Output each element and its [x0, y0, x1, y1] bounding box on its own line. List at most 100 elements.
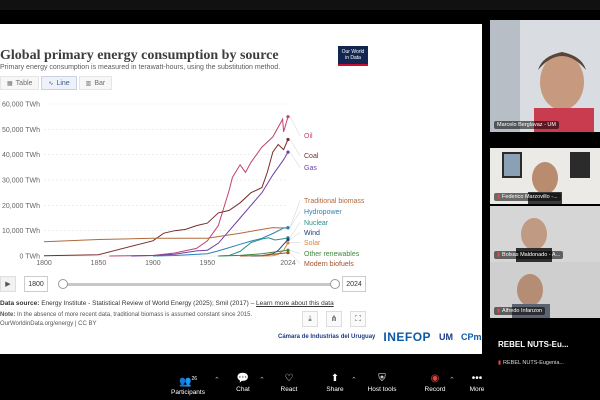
y-tick-label: 10,000 TWh	[2, 228, 40, 235]
presenter-tile-subname: ▮ REBEL NUTS-Eugenia...	[498, 360, 564, 366]
series-line	[261, 242, 289, 257]
series-end-point	[286, 150, 290, 154]
owid-logo: Our World in Data	[338, 46, 368, 66]
bar-chart-icon: ▥	[85, 81, 92, 87]
download-button[interactable]: ⤓	[302, 311, 318, 327]
x-tick-label: 1950	[200, 260, 216, 267]
host-tools-button[interactable]: ⛨ Host tools	[362, 372, 402, 393]
share-chart-button[interactable]: ⋔	[326, 311, 342, 327]
participants-button[interactable]: 👥26 Participants	[171, 376, 205, 397]
series-line	[43, 139, 289, 257]
sponsor-logos: Cámara de Industrias del Uruguay INEFOP …	[278, 326, 482, 348]
share-icon: ⋔	[330, 314, 338, 323]
timeline-track[interactable]	[62, 283, 334, 286]
series-line	[131, 151, 289, 257]
more-button[interactable]: ••• More	[462, 372, 492, 393]
tab-bar[interactable]: ▥ Bar	[78, 76, 113, 90]
mic-off-icon: ▮	[497, 194, 501, 200]
download-icon: ⤓	[308, 314, 312, 323]
participant-tile[interactable]: ▮ Alfredo Infanzon	[490, 262, 600, 318]
participants-icon: 👥	[178, 376, 192, 388]
presenter-tile-name[interactable]: REBEL NUTS-Eu...	[498, 340, 569, 349]
expand-icon: ⛶	[355, 314, 361, 323]
y-tick-label: 40,000 TWh	[2, 152, 40, 159]
participant-name: ▮ Alfredo Infanzon	[494, 307, 546, 315]
meeting-toolbar: 👥26 Participants ⌃ 💬 Chat ⌃ ♡ React ⬆ Sh…	[0, 368, 600, 400]
chat-button[interactable]: 💬 Chat	[228, 372, 258, 393]
x-tick-label: 1850	[91, 260, 107, 267]
series-line	[240, 252, 289, 257]
legend-label: Coal	[304, 153, 319, 160]
tab-line[interactable]: ∿ Line	[41, 76, 77, 90]
participant-tile[interactable]: ▮ Bolsas Maldonado - A...	[490, 206, 600, 262]
mic-off-icon: ▮	[498, 360, 502, 366]
series-end-point	[286, 115, 290, 119]
line-chart: 0 TWh 10,000 TWh 20,000 TWh 30,000 TWh 40,00…	[2, 102, 365, 269]
x-tick-label: 1900	[145, 260, 161, 267]
x-tick-label: 2024	[280, 260, 296, 267]
y-tick-label: 20,000 TWh	[2, 203, 40, 210]
legend-connector	[289, 200, 301, 228]
cpml-logo: CPmL	[461, 332, 482, 342]
timeline-end-year[interactable]: 2024	[342, 276, 366, 292]
record-button[interactable]: ◉ Record	[420, 372, 450, 393]
x-tick-label: 1800	[36, 260, 52, 267]
series-end-point	[286, 251, 290, 255]
record-icon: ◉	[430, 373, 440, 384]
mic-off-icon: ▮	[497, 308, 501, 314]
ciu-logo: Cámara de Industrias del Uruguay	[278, 334, 376, 340]
heart-icon: ♡	[284, 373, 294, 384]
series-line	[43, 227, 288, 243]
series-end-point	[286, 226, 290, 230]
series-end-point	[286, 137, 290, 142]
mic-off-icon: ▮	[497, 252, 501, 258]
legend-label: Hydropower	[304, 209, 342, 216]
shared-slide: Global primary energy consumption by sou…	[0, 24, 482, 354]
chart-note: Note: In the absence of more recent data…	[0, 312, 253, 318]
participant-name: ▮ Federico Marzovillo -...	[494, 193, 561, 201]
legend-connector	[289, 252, 301, 264]
timeline-end-handle[interactable]	[330, 279, 340, 289]
timeline-start-year[interactable]: 1800	[24, 276, 48, 292]
chevron-up-icon[interactable]: ⌃	[259, 377, 265, 384]
participant-tile-speaker[interactable]: Marcelo Berglavaz - UM	[490, 20, 600, 132]
y-tick-label: 50,000 TWh	[2, 127, 40, 134]
table-icon: ▦	[7, 81, 13, 87]
legend-connector	[289, 151, 301, 168]
learn-more-link[interactable]: Learn more about this data	[256, 300, 334, 307]
play-button[interactable]: ▶	[0, 276, 16, 292]
legend-label: Nuclear	[304, 220, 329, 227]
chevron-up-icon[interactable]: ⌃	[449, 377, 455, 384]
fullscreen-button[interactable]: ⛶	[350, 311, 366, 327]
timeline-start-handle[interactable]	[58, 279, 68, 289]
react-button[interactable]: ♡ React	[274, 372, 304, 393]
chevron-up-icon[interactable]: ⌃	[214, 377, 220, 384]
share-button[interactable]: ⬆ Share	[320, 372, 350, 393]
chart-subtitle: Primary energy consumption is measured i…	[0, 64, 281, 71]
series-end-point	[286, 237, 290, 242]
legend-connector	[289, 232, 301, 240]
more-icon: •••	[471, 373, 483, 384]
chat-icon: 💬	[236, 373, 250, 384]
inefop-logo: INEFOP	[383, 330, 432, 344]
legend-label: Gas	[304, 165, 317, 172]
legend-label: Oil	[304, 133, 313, 140]
share-screen-icon: ⬆	[330, 373, 340, 384]
legend-connector	[289, 211, 301, 228]
legend-connector	[289, 249, 301, 254]
participants-count: 26	[191, 376, 197, 382]
participant-tile[interactable]: ▮ Federico Marzovillo -...	[490, 148, 600, 204]
chevron-up-icon[interactable]: ⌃	[351, 377, 357, 384]
series-line	[109, 116, 289, 257]
um-logo: UM	[439, 332, 454, 342]
legend-label: Other renewables	[304, 251, 360, 258]
legend-label: Traditional biomass	[304, 198, 365, 205]
series-line	[218, 237, 289, 257]
legend-label: Wind	[304, 230, 320, 237]
tab-table[interactable]: ▦ Table	[0, 76, 40, 90]
y-tick-label: 30,000 TWh	[2, 178, 40, 185]
legend-label: Modern biofuels	[304, 261, 354, 268]
series-line	[218, 249, 289, 257]
chart-title: Global primary energy consumption by sou…	[0, 48, 279, 63]
legend-label: Solar	[304, 240, 321, 247]
